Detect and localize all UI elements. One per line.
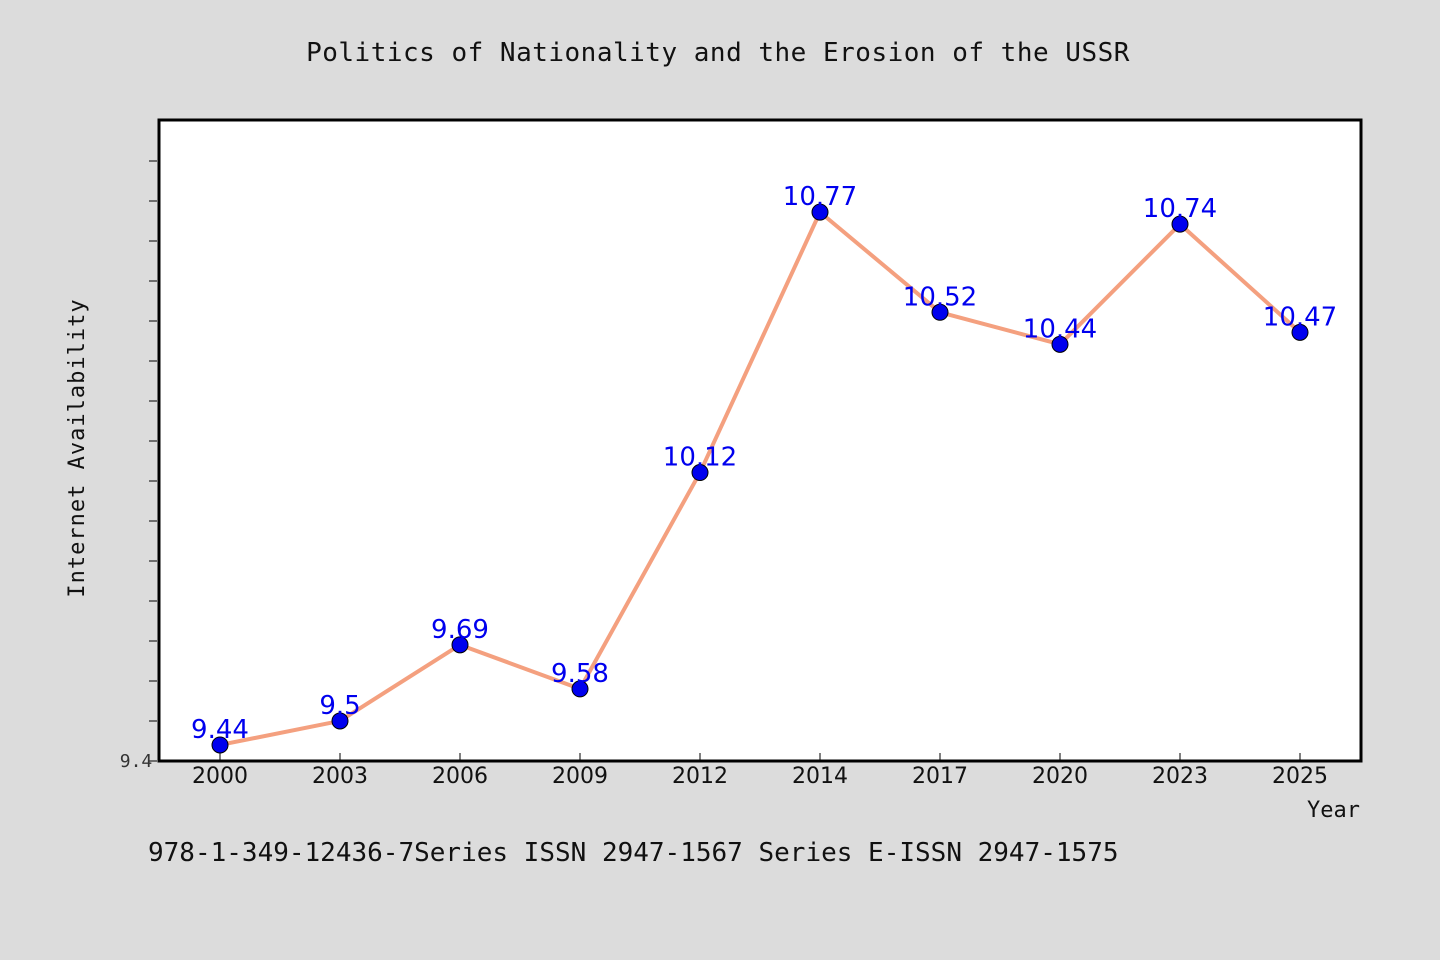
data-label-2023: 10.74	[1143, 194, 1217, 224]
x-tick-label-2009: 2009	[552, 764, 608, 789]
data-point-2003	[331, 712, 349, 730]
data-label-2003: 9.5	[319, 691, 360, 721]
data-label-2009: 9.58	[551, 659, 609, 689]
x-tick-label-2014: 2014	[792, 764, 848, 789]
data-point-2025	[1291, 323, 1309, 341]
data-label-2006: 9.69	[431, 615, 489, 645]
series-polyline	[218, 210, 1302, 747]
series-line	[218, 210, 1302, 747]
data-label-2020: 10.44	[1023, 314, 1097, 344]
x-tick-label-2017: 2017	[912, 764, 968, 789]
data-markers	[211, 203, 1309, 754]
x-tick-label-2020: 2020	[1032, 764, 1088, 789]
y-axis-label: Internet Availability	[65, 298, 90, 597]
x-tick-label-2006: 2006	[432, 764, 488, 789]
footer-text: 978-1-349-12436-7Series ISSN 2947-1567 S…	[148, 838, 1119, 868]
data-point-2020	[1051, 335, 1069, 353]
data-label-2025: 10.47	[1263, 302, 1337, 332]
data-point-2014	[811, 203, 829, 221]
x-tick-label-2023: 2023	[1152, 764, 1208, 789]
x-axis-ticks: 2000 2003 2006 2009 2012 2014 2017 2020 2023 2025	[192, 753, 1328, 789]
data-point-2000	[211, 736, 229, 754]
x-axis-label: Year	[1307, 798, 1360, 823]
data-point-2006	[451, 636, 469, 654]
data-point-2009	[571, 680, 589, 698]
y-tick-label-9-4: 9.4	[120, 751, 153, 772]
chart-title: Politics of Nationality and the Erosion …	[306, 38, 1130, 68]
data-label-2012: 10.12	[663, 443, 737, 473]
x-tick-label-2000: 2000	[192, 764, 248, 789]
x-tick-label-2003: 2003	[312, 764, 368, 789]
data-point-2012	[691, 464, 709, 482]
data-label-2000: 9.44	[191, 715, 249, 745]
data-point-2017	[931, 303, 949, 321]
data-label-2017: 10.52	[903, 282, 977, 312]
data-labels: 9.44 9.5 9.69 9.58 10.12 10.77 10.52 10.44 10.74…	[191, 182, 1337, 745]
data-point-2023	[1171, 215, 1189, 233]
x-tick-label-2012: 2012	[672, 764, 728, 789]
plot-area	[157, 118, 1363, 763]
x-tick-label-2025: 2025	[1272, 764, 1328, 789]
data-label-2014: 10.77	[783, 182, 857, 212]
y-axis-ticks	[149, 160, 157, 762]
